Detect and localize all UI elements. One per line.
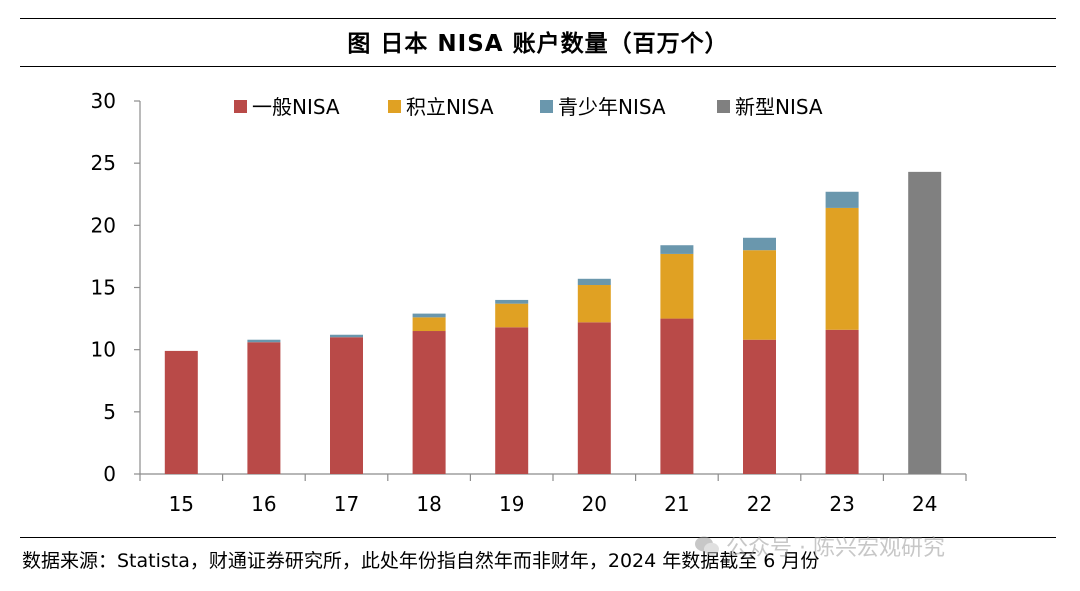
bar-segment-一般NISA-23 bbox=[825, 329, 859, 474]
x-tick-label: 20 bbox=[582, 492, 607, 516]
legend-label: 一般NISA bbox=[252, 95, 340, 119]
title-bottom-rule bbox=[20, 66, 1056, 67]
bar-segment-积立NISA-20 bbox=[577, 285, 611, 323]
bar-segment-一般NISA-21 bbox=[660, 318, 694, 474]
source-note: 数据来源：Statista，财通证券研究所，此处年份指自然年而非财年，2024 … bbox=[22, 549, 820, 572]
bar-segment-积立NISA-22 bbox=[743, 250, 776, 340]
bar-segment-一般NISA-15 bbox=[164, 350, 198, 474]
bar-segment-青少年NISA-18 bbox=[412, 313, 446, 318]
x-tick-label: 23 bbox=[829, 492, 854, 516]
legend-swatch bbox=[388, 100, 401, 113]
title-top-rule bbox=[20, 18, 1056, 19]
y-tick-label: 10 bbox=[91, 338, 116, 362]
legend-swatch bbox=[540, 100, 553, 113]
bar-segment-青少年NISA-22 bbox=[743, 237, 776, 251]
legend-label: 积立NISA bbox=[406, 95, 494, 119]
bar-segment-积立NISA-23 bbox=[825, 207, 859, 330]
bar-segment-青少年NISA-23 bbox=[825, 191, 859, 208]
x-tick-label: 15 bbox=[169, 492, 194, 516]
x-tick-label: 18 bbox=[416, 492, 441, 516]
bar-segment-一般NISA-17 bbox=[330, 337, 363, 474]
bar-segment-新型NISA-24 bbox=[908, 171, 942, 474]
watermark: 公众号 · 陈兴宏观研究 bbox=[694, 528, 945, 564]
legend: 一般NISA 积立NISA 青少年NISA 新型NISA bbox=[234, 95, 823, 119]
bar-segment-一般NISA-18 bbox=[412, 331, 446, 474]
legend-label: 青少年NISA bbox=[558, 95, 666, 119]
bar-segment-积立NISA-21 bbox=[660, 253, 694, 319]
bar-segment-青少年NISA-19 bbox=[495, 299, 529, 304]
legend-swatch bbox=[717, 100, 730, 113]
x-tick-label: 24 bbox=[912, 492, 937, 516]
bar-segment-青少年NISA-20 bbox=[577, 278, 611, 286]
bar-segment-积立NISA-18 bbox=[412, 317, 446, 332]
x-tick-label: 21 bbox=[664, 492, 689, 516]
bar-segment-青少年NISA-17 bbox=[330, 334, 363, 338]
y-tick-label: 5 bbox=[103, 400, 116, 424]
x-tick-label: 16 bbox=[251, 492, 276, 516]
wechat-icon bbox=[695, 536, 719, 556]
y-tick-label: 0 bbox=[103, 462, 116, 486]
bar-segment-青少年NISA-21 bbox=[660, 245, 694, 254]
bar-segment-一般NISA-19 bbox=[495, 327, 529, 474]
y-tick-label: 20 bbox=[91, 213, 116, 237]
bar-segment-一般NISA-22 bbox=[743, 339, 776, 474]
legend-swatch bbox=[234, 100, 247, 113]
bar-segment-一般NISA-16 bbox=[247, 342, 281, 474]
legend-label: 新型NISA bbox=[735, 95, 823, 119]
footer-rule bbox=[20, 537, 1056, 538]
watermark-text: 公众号 · 陈兴宏观研究 bbox=[726, 536, 945, 561]
x-tick-label: 22 bbox=[747, 492, 772, 516]
bar-segment-一般NISA-20 bbox=[577, 322, 611, 474]
bars bbox=[164, 171, 942, 474]
bar-segment-青少年NISA-16 bbox=[247, 339, 281, 343]
bar-segment-积立NISA-19 bbox=[495, 303, 529, 328]
y-tick-label: 25 bbox=[91, 151, 116, 175]
chart-title: 图 日本 NISA 账户数量（百万个） bbox=[347, 31, 729, 57]
y-tick-label: 30 bbox=[91, 89, 116, 113]
x-tick-label: 17 bbox=[334, 492, 359, 516]
x-tick-label: 19 bbox=[499, 492, 524, 516]
y-tick-label: 15 bbox=[91, 276, 116, 300]
